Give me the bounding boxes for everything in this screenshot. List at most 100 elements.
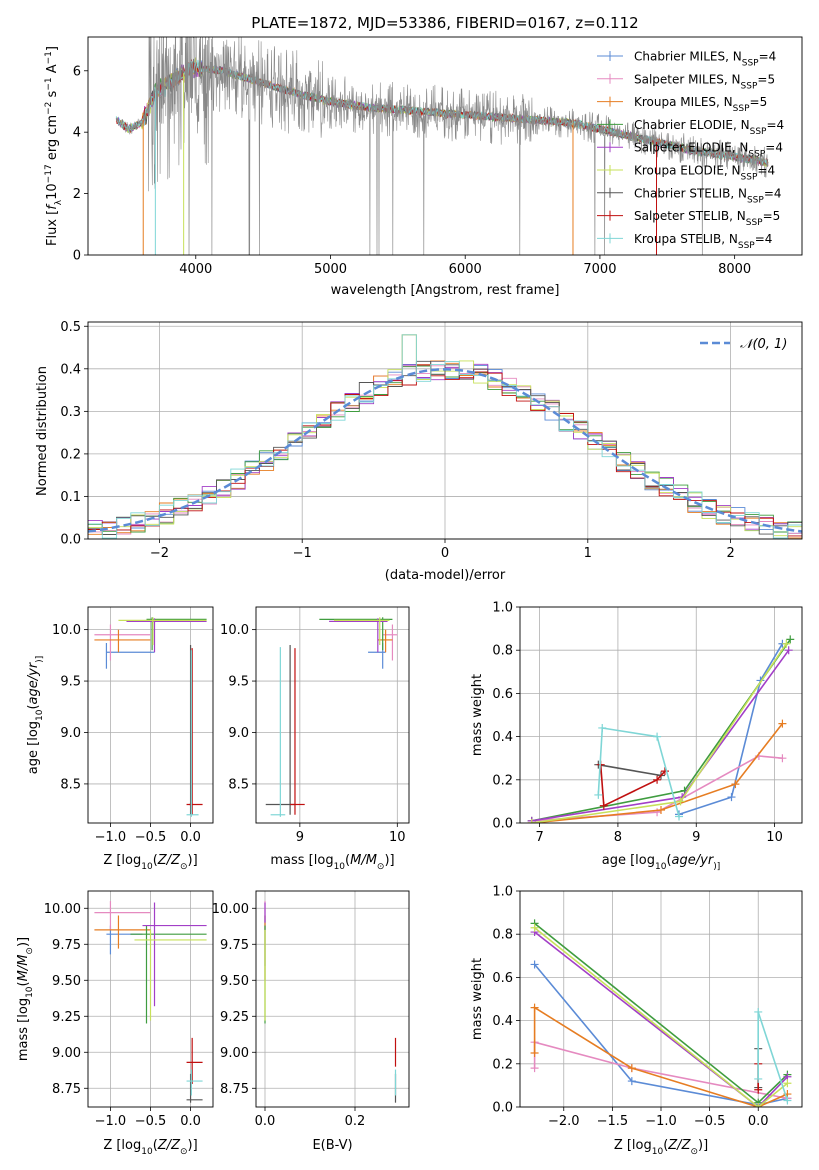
series-point-chabrier_elodie	[786, 635, 795, 644]
x-tick-label: 9	[296, 830, 304, 845]
legend-label-salpeter_elodie: Salpeter ELODIE, NSSP=4	[634, 141, 783, 160]
y-tick-label: 9.25	[220, 1010, 249, 1025]
y-axis-label: mass weight	[470, 958, 485, 1040]
y-tick-label: 10.00	[44, 902, 81, 917]
series-point-kroupa_elodie	[783, 1079, 792, 1088]
x-tick-label: −1.0	[95, 830, 127, 845]
legend-label-chabrier_miles: Chabrier MILES, NSSP=4	[634, 50, 776, 69]
y-tick-label: 0.6	[492, 971, 513, 986]
y-tick-label: 0.4	[492, 730, 513, 745]
plot-area	[264, 901, 397, 1103]
x-tick-label: 7000	[583, 262, 616, 277]
series-point-kroupa_elodie	[527, 819, 536, 823]
series-point-chabrier_miles	[727, 793, 736, 802]
y-tick-label: 10.0	[52, 623, 81, 638]
panel-residuals: −2 −1 0 1 2 0.0 0.1 0.2 0.3 0.4 0.5 (data-model)/er…	[35, 320, 803, 583]
x-tick-label: −0.5	[694, 1114, 726, 1129]
y-tick-label: 9.00	[220, 1046, 249, 1061]
series-point-kroupa_stelib	[653, 732, 662, 741]
series-line-chabrier_miles	[533, 963, 788, 1106]
x-tick-label: −0.5	[135, 1114, 167, 1129]
series-line-kroupa_elodie	[534, 927, 788, 1107]
x-tick-label: 0.0	[748, 1114, 769, 1129]
legend-label-salpeter_miles: Salpeter MILES, NSSP=5	[634, 72, 775, 91]
series-point-kroupa_elodie	[754, 1103, 763, 1107]
axes-frame	[87, 36, 803, 256]
y-axis-label: mass weight	[470, 674, 485, 756]
y-tick-label: 9.75	[220, 938, 249, 953]
series-point-kroupa_miles	[530, 1003, 539, 1012]
series-point-salpeter_miles	[530, 1064, 539, 1073]
series-point-salpeter_elodie	[784, 646, 793, 655]
y-tick-label: 9.75	[52, 938, 81, 953]
y-tick-label: 0.2	[492, 1057, 513, 1072]
y-tick-label: 2	[73, 187, 81, 202]
panel-mass-weight-vs-age: 7 8 9 10 0.0 0.2 0.4 0.6 0.8 1.0 age [log10(age/yr…	[470, 601, 803, 872]
x-tick-label: 0.2	[345, 1114, 366, 1129]
y-tick-label: 8.5	[60, 777, 81, 792]
series-line-chabrier_elodie	[531, 638, 791, 822]
y-tick-label: 9.25	[52, 1010, 81, 1025]
series-point-kroupa_stelib	[754, 1007, 763, 1016]
series-line-kroupa_miles	[531, 723, 784, 823]
y-tick-label: 8.5	[228, 777, 249, 792]
x-tick-label: 10	[389, 830, 406, 845]
x-tick-label: −1.0	[95, 1114, 127, 1129]
series-point-kroupa_stelib	[594, 790, 603, 799]
x-tick-label: 8	[614, 830, 622, 845]
x-tick-label: 0.0	[180, 830, 201, 845]
y-tick-label: 9.0	[228, 726, 249, 741]
x-tick-label: −1	[293, 546, 312, 561]
x-tick-label: 8000	[718, 262, 751, 277]
series-point-kroupa_stelib	[783, 1096, 792, 1105]
panel-spectrum: 4000 5000 6000 7000 8000 0 2 4 6 wavelength [Angs…	[44, 36, 803, 298]
x-axis-label: wavelength [Angstrom, rest frame]	[331, 283, 560, 298]
x-axis-label: E(B-V)	[312, 1138, 352, 1153]
series-line-kroupa_stelib	[597, 727, 680, 817]
series-point-chabrier_miles	[530, 960, 539, 969]
series-point-salpeter_miles	[778, 754, 787, 763]
legend-label-normal: 𝒩(0, 1)	[740, 337, 787, 352]
series-point-chabrier_miles	[627, 1077, 636, 1086]
plot-area	[530, 919, 792, 1107]
y-tick-label: 0.5	[60, 320, 81, 335]
series-point-salpeter_stelib	[599, 801, 608, 810]
y-tick-label: 1.0	[492, 601, 513, 616]
series-point-salpeter_stelib	[660, 767, 669, 776]
y-tick-label: 0.0	[60, 533, 81, 548]
legend-label-chabrier_stelib: Chabrier STELIB, NSSP=4	[634, 186, 782, 205]
x-axis-label: Z [log10(Z/Z⊙)]	[103, 853, 197, 872]
x-axis-label: Z [log10(Z/Z⊙)]	[614, 1138, 708, 1157]
series-line-chabrier_stelib	[598, 763, 662, 777]
x-tick-label: −1.0	[645, 1114, 677, 1129]
y-tick-label: 8.75	[220, 1082, 249, 1097]
series-point-kroupa_miles	[530, 1049, 539, 1057]
y-tick-label: 1.0	[492, 885, 513, 900]
x-tick-label: −2	[150, 546, 169, 561]
y-tick-label: 9.00	[52, 1046, 81, 1061]
x-tick-label: 4000	[179, 262, 212, 277]
series-line-salpeter_elodie	[534, 931, 788, 1107]
x-tick-label: −0.5	[135, 830, 167, 845]
series-line-salpeter_stelib	[599, 764, 666, 807]
panel-mass-vs-ebv: 0.0 0.2 8.75 9.00 9.25 9.50 9.75 10.00 E(B-V)	[212, 890, 410, 1153]
y-tick-label: 0.4	[492, 1014, 513, 1029]
plot-area	[265, 617, 398, 817]
x-tick-label: 0.0	[180, 1114, 201, 1129]
series-point-kroupa_stelib	[598, 723, 607, 732]
legend-label-chabrier_elodie: Chabrier ELODIE, NSSP=4	[634, 118, 784, 137]
series-point-kroupa_stelib	[754, 1074, 763, 1083]
y-tick-label: 0.6	[492, 687, 513, 702]
x-tick-label: 9	[692, 830, 700, 845]
series-point-kroupa_elodie	[676, 797, 685, 806]
y-tick-label: 0.2	[492, 773, 513, 788]
x-tick-label: 1	[584, 546, 592, 561]
plot-area	[115, 37, 769, 255]
series-point-kroupa_elodie	[530, 923, 539, 932]
y-tick-label: 0.4	[60, 362, 81, 377]
plot-area	[94, 901, 207, 1103]
legend-label-kroupa_elodie: Kroupa ELODIE, NSSP=4	[634, 164, 775, 183]
x-tick-label: −2.0	[548, 1114, 580, 1129]
series-point-kroupa_elodie	[782, 639, 791, 648]
